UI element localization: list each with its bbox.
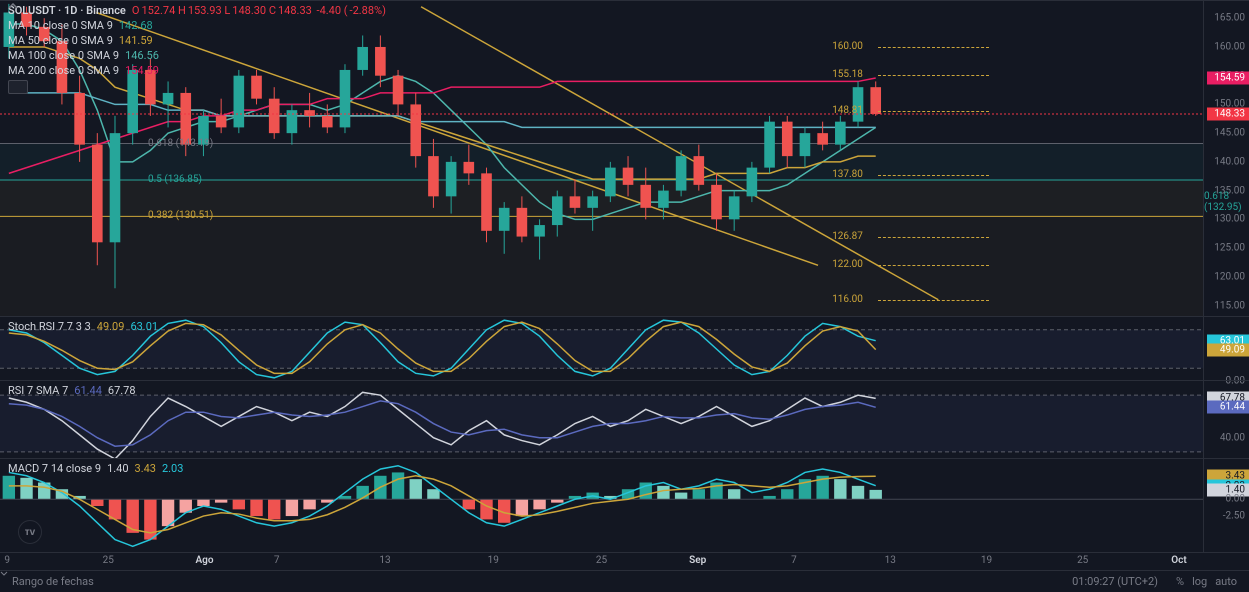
- stoch-k-value: 49.09: [97, 319, 125, 334]
- time-tick: 7: [274, 555, 280, 566]
- time-tick: 25: [103, 555, 114, 566]
- rsi-pane: RSI 7 SMA 7 61.44 67.78 67.7861.4440.00: [0, 380, 1249, 458]
- stoch-rsi-pane: Stoch RSI 7 7 3 3 49.09 63.01 63.0149.09…: [0, 316, 1249, 380]
- rsi-axis[interactable]: 67.7861.4440.00: [1203, 381, 1249, 458]
- price-axis[interactable]: 115.00120.00125.00130.00135.00140.00145.…: [1203, 1, 1249, 316]
- ma-legend-row[interactable]: MA 50 close 0 SMA 9141.59: [8, 33, 386, 48]
- date-range-button[interactable]: Rango de fechas: [12, 575, 94, 588]
- rsi-value: 67.78: [108, 383, 136, 398]
- macd-hist-value: 1.40: [107, 461, 128, 476]
- time-tick: 13: [885, 555, 896, 566]
- stoch-axis[interactable]: 63.0149.090.00: [1203, 317, 1249, 380]
- time-tick: 19: [981, 555, 992, 566]
- symbol-title[interactable]: SOLUSDT · 1D · Binance: [8, 3, 126, 18]
- fib-label: 0.5 (136.85): [148, 174, 202, 185]
- time-tick: 7: [791, 555, 797, 566]
- fib-label: 0.618 (143.19): [148, 138, 213, 149]
- price-target-line[interactable]: 160.00: [878, 47, 988, 48]
- chevron-down-icon: [0, 571, 8, 576]
- collapse-indicators-button[interactable]: [8, 80, 28, 94]
- time-tick: 13: [379, 555, 390, 566]
- time-tick: 25: [1077, 555, 1088, 566]
- price-target-line[interactable]: 122.00: [878, 265, 988, 266]
- time-tick: 9: [4, 555, 10, 566]
- price-target-line[interactable]: 137.80: [878, 175, 988, 176]
- price-target-line[interactable]: 126.87: [878, 237, 988, 238]
- ma-legend-row[interactable]: MA 10 close 0 SMA 9142.68: [8, 18, 386, 33]
- price-target-line[interactable]: 155.18: [878, 75, 988, 76]
- time-axis[interactable]: 9 25 Ago 7 13 19 25 Sep 7 13 19 25 Oct: [0, 552, 1249, 570]
- macd-line-value: 2.03: [162, 461, 183, 476]
- stoch-title[interactable]: Stoch RSI 7 7 3 3: [8, 319, 91, 334]
- macd-pane: MACD 7 14 close 9 1.40 3.43 2.03 3.432.0…: [0, 458, 1249, 552]
- rsi-title[interactable]: RSI 7 SMA 7: [8, 383, 68, 398]
- price-badge: 148.33: [1207, 108, 1249, 121]
- time-tick: Ago: [195, 555, 213, 566]
- time-tick: 19: [488, 555, 499, 566]
- tradingview-logo[interactable]: ᴛᴠ: [18, 520, 42, 544]
- macd-axis[interactable]: 3.432.031.400.00-2.50: [1203, 459, 1249, 552]
- clock: 01:09:27 (UTC+2): [1072, 575, 1158, 588]
- scale-option-%[interactable]: %: [1176, 575, 1184, 588]
- stoch-d-value: 63.01: [130, 319, 158, 334]
- price-target-line[interactable]: 148.81: [878, 111, 988, 112]
- scale-option-auto[interactable]: auto: [1215, 575, 1237, 588]
- macd-signal-value: 3.43: [135, 461, 156, 476]
- fib-label: 0.382 (130.51): [148, 210, 213, 221]
- price-pane: SOLUSDT · 1D · Binance O152.74 H153.93 L…: [0, 0, 1249, 316]
- ma-legend-row[interactable]: MA 100 close 0 SMA 9146.56: [8, 48, 386, 63]
- time-tick: 25: [596, 555, 607, 566]
- macd-title[interactable]: MACD 7 14 close 9: [8, 461, 101, 476]
- rsi-sma-value: 61.44: [74, 383, 102, 398]
- price-target-line[interactable]: 116.00: [878, 300, 988, 301]
- chevron-up-icon: [8, 3, 18, 9]
- time-tick: Sep: [689, 555, 706, 566]
- scale-option-log[interactable]: log: [1192, 575, 1207, 588]
- footer-bar: Rango de fechas 01:09:27 (UTC+2) % logaut…: [0, 570, 1249, 592]
- ma-legend-row[interactable]: MA 200 close 0 SMA 9154.59: [8, 63, 386, 78]
- ohlc-readout: O152.74 H153.93 L148.30 C148.33 -4.40 (-…: [132, 3, 386, 18]
- time-tick: Oct: [1171, 555, 1186, 566]
- price-badge: 154.59: [1207, 72, 1249, 85]
